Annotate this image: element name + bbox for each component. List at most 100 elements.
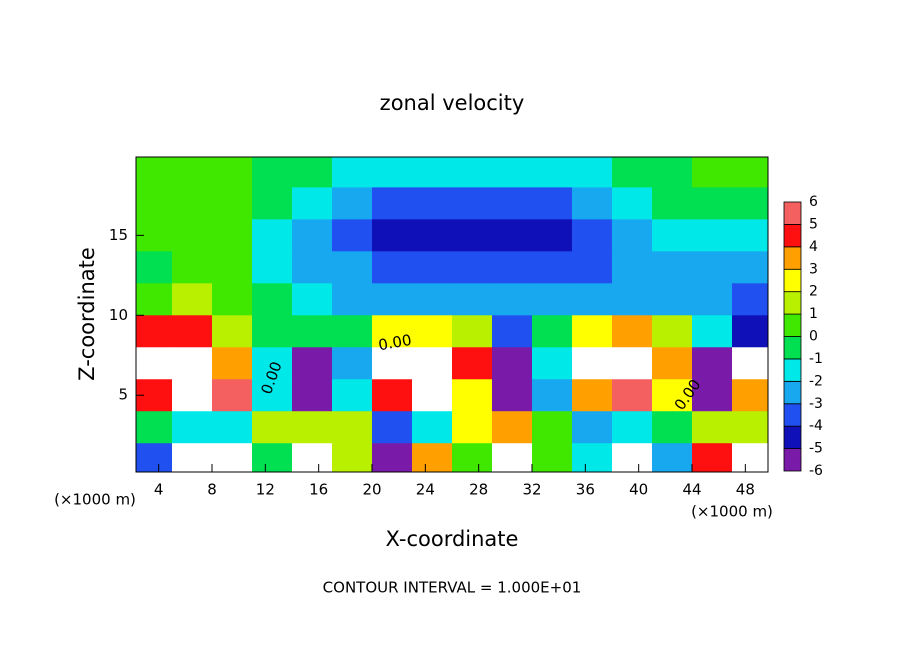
- x-tick-label: 4: [154, 481, 164, 499]
- cell: [252, 347, 293, 380]
- cell: [492, 251, 533, 284]
- cell: [652, 157, 693, 188]
- cell: [732, 219, 768, 252]
- cell: [252, 219, 293, 252]
- cell: [532, 347, 573, 380]
- cell: [612, 379, 653, 412]
- cell: [292, 283, 333, 316]
- cell: [732, 283, 768, 316]
- cell: [492, 347, 533, 380]
- cell: [252, 443, 293, 472]
- cell: [692, 251, 733, 284]
- cell: [532, 443, 573, 472]
- colorbar-box: [783, 291, 802, 315]
- cell: [252, 157, 293, 188]
- cell: [372, 283, 413, 316]
- cell: [572, 411, 613, 444]
- cell: [332, 251, 373, 284]
- cell: [532, 315, 573, 348]
- cell: [412, 283, 453, 316]
- cell: [412, 443, 453, 472]
- colorbar-label: 2: [809, 284, 818, 300]
- cell: [692, 347, 733, 380]
- x-tick-label: 28: [469, 481, 488, 499]
- cell: [292, 187, 333, 220]
- chart-title: zonal velocity: [380, 91, 525, 115]
- cell: [212, 187, 253, 220]
- cell: [292, 411, 333, 444]
- y-tick-label: 10: [109, 306, 128, 324]
- x-tick-label: 16: [309, 481, 328, 499]
- colorbar-box: [783, 358, 802, 382]
- cell: [172, 157, 213, 188]
- cell: [412, 411, 453, 444]
- cell: [372, 379, 413, 412]
- cell: [452, 315, 493, 348]
- colorbar-box: [783, 448, 802, 472]
- cell: [212, 315, 253, 348]
- cell: [292, 379, 333, 412]
- x-tick-label: 40: [629, 481, 648, 499]
- cell: [452, 347, 493, 380]
- colorbar-box: [783, 224, 802, 248]
- cell: [612, 219, 653, 252]
- cell: [492, 443, 533, 472]
- cell: [692, 379, 733, 412]
- x-unit-label: (×1000 m): [691, 503, 773, 521]
- cell: [572, 187, 613, 220]
- cell: [652, 251, 693, 284]
- cell: [652, 347, 693, 380]
- cell: [136, 443, 173, 472]
- cell: [292, 347, 333, 380]
- plot-frame: [135, 156, 769, 473]
- cell: [136, 251, 173, 284]
- cell: [372, 187, 413, 220]
- cell: [172, 187, 213, 220]
- cell: [732, 187, 768, 220]
- cell: [612, 411, 653, 444]
- cell: [212, 347, 253, 380]
- colorbar-box: [783, 313, 802, 337]
- cell: [332, 379, 373, 412]
- y-tick-label: 15: [109, 226, 128, 244]
- colorbar-label: 0: [809, 329, 818, 345]
- cell: [412, 315, 453, 348]
- cell: [412, 347, 453, 380]
- x-tick-label: 12: [256, 481, 275, 499]
- cell: [212, 157, 253, 188]
- cell: [692, 411, 733, 444]
- cell: [732, 315, 768, 348]
- cell: [332, 219, 373, 252]
- y-tick-label: 5: [118, 386, 128, 404]
- cell: [332, 411, 373, 444]
- colorbar: -6 -5 -4 -3 -2 -1 0 1 2 3 4 5 6: [783, 194, 823, 479]
- cell: [412, 157, 453, 188]
- cell: [492, 315, 533, 348]
- field: [136, 157, 768, 472]
- cell: [692, 219, 733, 252]
- cell: [532, 379, 573, 412]
- cell: [136, 411, 173, 444]
- cell: [172, 411, 213, 444]
- cell: [492, 219, 533, 252]
- cell: [172, 379, 213, 412]
- cell: [572, 315, 613, 348]
- cell: [732, 443, 768, 472]
- cell: [572, 379, 613, 412]
- cell: [252, 315, 293, 348]
- cell: [452, 379, 493, 412]
- cell: [612, 187, 653, 220]
- x-unit-label: (×1000 m): [54, 491, 136, 509]
- cell: [412, 187, 453, 220]
- cell: [492, 411, 533, 444]
- cell: [332, 443, 373, 472]
- cell: [292, 157, 333, 188]
- colorbar-label: 5: [809, 216, 818, 232]
- cell: [612, 283, 653, 316]
- x-tick-label: 20: [362, 481, 381, 499]
- cell: [212, 219, 253, 252]
- cell: [252, 411, 293, 444]
- cell: [172, 219, 213, 252]
- cell: [212, 411, 253, 444]
